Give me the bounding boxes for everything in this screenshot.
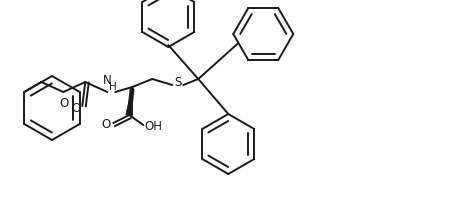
Text: S: S xyxy=(174,76,182,89)
Text: H: H xyxy=(109,82,117,92)
Text: O: O xyxy=(60,97,69,110)
Text: O: O xyxy=(102,119,111,132)
Text: O: O xyxy=(71,102,81,114)
Polygon shape xyxy=(126,87,133,115)
Text: N: N xyxy=(103,73,112,86)
Text: OH: OH xyxy=(144,121,162,133)
